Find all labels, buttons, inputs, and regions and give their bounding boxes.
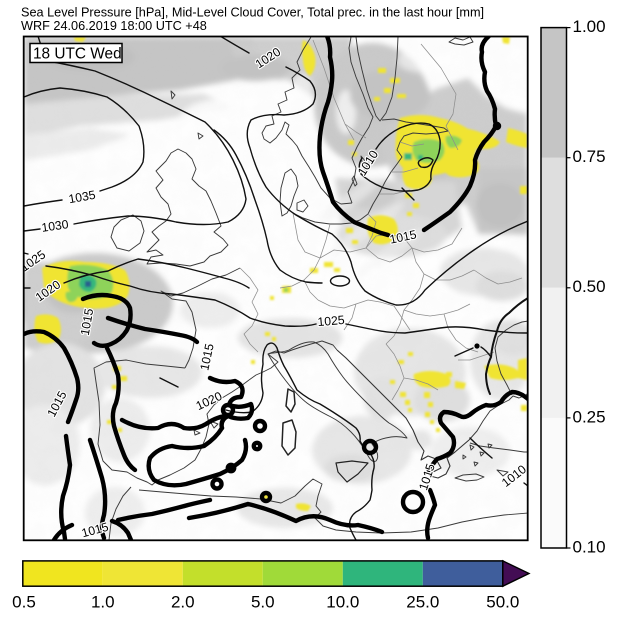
svg-text:1015: 1015	[80, 520, 110, 541]
svg-text:18 UTC Wed: 18 UTC Wed	[33, 46, 122, 63]
svg-text:Sea Level Pressure [hPa], Mid-: Sea Level Pressure [hPa], Mid-Level Clou…	[21, 5, 484, 19]
svg-text:1025: 1025	[317, 313, 345, 329]
svg-text:10.0: 10.0	[326, 592, 359, 611]
svg-text:0.5: 0.5	[12, 592, 36, 611]
svg-text:1015: 1015	[197, 342, 216, 372]
svg-text:2.0: 2.0	[171, 592, 195, 611]
svg-text:WRF 24.06.2019 18:00 UTC +48: WRF 24.06.2019 18:00 UTC +48	[21, 19, 207, 33]
svg-text:50.0: 50.0	[486, 592, 519, 611]
svg-text:1015: 1015	[78, 307, 97, 336]
svg-text:25.0: 25.0	[406, 592, 439, 611]
svg-text:0.10: 0.10	[573, 537, 606, 556]
svg-text:5.0: 5.0	[251, 592, 275, 611]
svg-text:1035: 1035	[67, 188, 96, 207]
svg-text:0.25: 0.25	[573, 407, 606, 426]
svg-text:0.50: 0.50	[573, 277, 606, 296]
svg-text:1.0: 1.0	[91, 592, 115, 611]
svg-text:1.00: 1.00	[573, 17, 606, 36]
svg-text:1030: 1030	[41, 217, 70, 235]
svg-text:1015: 1015	[388, 227, 418, 246]
svg-text:0.75: 0.75	[573, 147, 606, 166]
